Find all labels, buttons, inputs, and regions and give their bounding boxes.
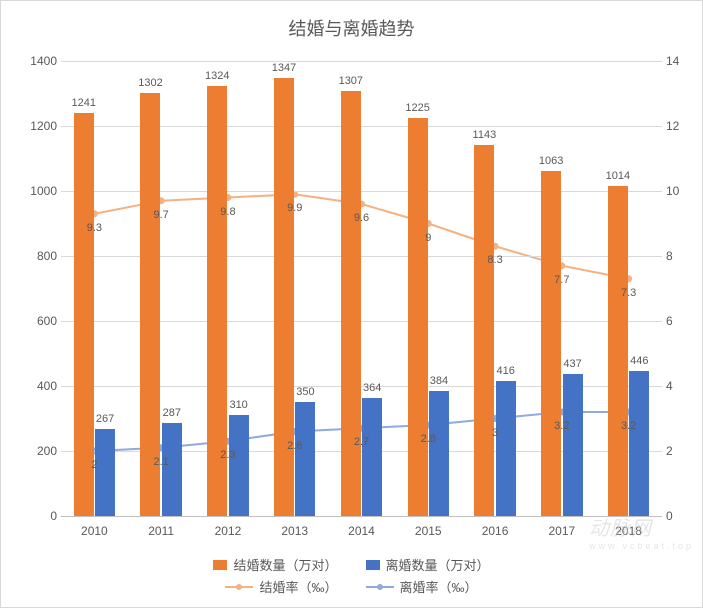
- x-axis-label: 2016: [482, 524, 509, 538]
- line-label: 3.2: [554, 420, 569, 432]
- line-label: 2: [91, 459, 97, 471]
- bar-divorce-count: [295, 402, 315, 516]
- legend-swatch-icon: [213, 560, 227, 570]
- x-axis-label: 2017: [548, 524, 575, 538]
- legend-label: 离婚数量（万对）: [386, 555, 490, 574]
- bar-label: 1063: [539, 155, 563, 167]
- y1-axis-label: 200: [21, 444, 57, 458]
- x-axis-label: 2010: [81, 524, 108, 538]
- bar-label: 310: [229, 399, 247, 411]
- y2-axis-label: 14: [666, 54, 692, 68]
- bar-label: 1143: [473, 129, 497, 141]
- line-label: 2.1: [154, 456, 169, 468]
- legend-item-marriage-count: 结婚数量（万对）: [213, 555, 337, 574]
- gridline: [61, 61, 662, 62]
- legend: 结婚数量（万对） 离婚数量（万对） 结婚率（‰） 离婚率（‰）: [1, 552, 702, 599]
- bar-label: 350: [296, 386, 314, 398]
- bar-divorce-count: [429, 391, 449, 516]
- legend-label: 结婚率（‰）: [259, 577, 337, 596]
- x-axis-label: 2012: [215, 524, 242, 538]
- bar-label: 1225: [405, 102, 429, 114]
- bar-label: 1307: [339, 75, 363, 87]
- bar-divorce-count: [629, 371, 649, 516]
- bar-label: 1241: [71, 97, 95, 109]
- y1-axis-label: 1400: [21, 54, 57, 68]
- legend-item-marriage-rate: 结婚率（‰）: [225, 577, 337, 596]
- legend-item-divorce-rate: 离婚率（‰）: [366, 577, 478, 596]
- line-label: 2.3: [220, 449, 235, 461]
- x-axis-label: 2015: [415, 524, 442, 538]
- bar-label: 1302: [138, 77, 162, 89]
- bar-label: 437: [563, 358, 581, 370]
- bar-marriage-count: [140, 93, 160, 516]
- line-label: 3: [492, 427, 498, 439]
- bar-marriage-count: [541, 171, 561, 516]
- bar-divorce-count: [229, 415, 249, 516]
- y2-axis-label: 10: [666, 184, 692, 198]
- bar-label: 1347: [272, 62, 296, 74]
- bar-divorce-count: [563, 374, 583, 516]
- y2-axis-label: 4: [666, 379, 692, 393]
- plot-area: 0200400600800100012001400024681012142010…: [61, 61, 662, 517]
- x-axis-label: 2011: [148, 524, 174, 538]
- line-label: 9.3: [87, 222, 102, 234]
- legend-swatch-icon: [225, 582, 253, 592]
- x-axis-label: 2014: [348, 524, 375, 538]
- y1-axis-label: 1000: [21, 184, 57, 198]
- bar-divorce-count: [95, 429, 115, 516]
- legend-item-divorce-count: 离婚数量（万对）: [366, 555, 490, 574]
- legend-label: 离婚率（‰）: [400, 577, 478, 596]
- line-label: 9: [425, 232, 431, 244]
- y2-axis-label: 8: [666, 249, 692, 263]
- y1-axis-label: 400: [21, 379, 57, 393]
- line-label: 2.8: [421, 433, 436, 445]
- bar-label: 416: [497, 365, 515, 377]
- bar-label: 446: [630, 355, 648, 367]
- line-label: 2.7: [354, 436, 369, 448]
- bar-label: 287: [163, 407, 181, 419]
- watermark: 动脉网 www.vcbeat.top: [589, 512, 694, 551]
- bar-label: 1324: [205, 70, 229, 82]
- bar-label: 384: [430, 375, 448, 387]
- bar-label: 267: [96, 413, 114, 425]
- bar-label: 364: [363, 382, 381, 394]
- y1-axis-label: 800: [21, 249, 57, 263]
- bar-marriage-count: [474, 145, 494, 516]
- line-label: 7.3: [621, 287, 636, 299]
- chart-container: 结婚与离婚趋势 02004006008001000120014000246810…: [0, 0, 703, 608]
- bar-marriage-count: [74, 113, 94, 516]
- bar-marriage-count: [341, 91, 361, 516]
- y2-axis-label: 6: [666, 314, 692, 328]
- line-label: 2.6: [287, 440, 302, 452]
- line-label: 9.7: [154, 209, 169, 221]
- line-label: 9.6: [354, 212, 369, 224]
- bar-marriage-count: [408, 118, 428, 516]
- chart-title: 结婚与离婚趋势: [1, 1, 702, 47]
- bar-label: 1014: [606, 170, 630, 182]
- legend-swatch-icon: [366, 560, 380, 570]
- line-label: 7.7: [554, 274, 569, 286]
- y1-axis-label: 1200: [21, 119, 57, 133]
- bar-marriage-count: [608, 186, 628, 516]
- line-label: 9.8: [220, 206, 235, 218]
- legend-swatch-icon: [366, 582, 394, 592]
- y1-axis-label: 600: [21, 314, 57, 328]
- line-label: 9.9: [287, 202, 302, 214]
- y1-axis-label: 0: [21, 509, 57, 523]
- bar-divorce-count: [162, 423, 182, 516]
- bar-divorce-count: [496, 381, 516, 516]
- x-axis-label: 2013: [281, 524, 308, 538]
- y2-axis-label: 2: [666, 444, 692, 458]
- line-label: 3.2: [621, 420, 636, 432]
- line-label: 8.3: [487, 254, 502, 266]
- bar-divorce-count: [362, 398, 382, 516]
- legend-label: 结婚数量（万对）: [233, 555, 337, 574]
- y2-axis-label: 12: [666, 119, 692, 133]
